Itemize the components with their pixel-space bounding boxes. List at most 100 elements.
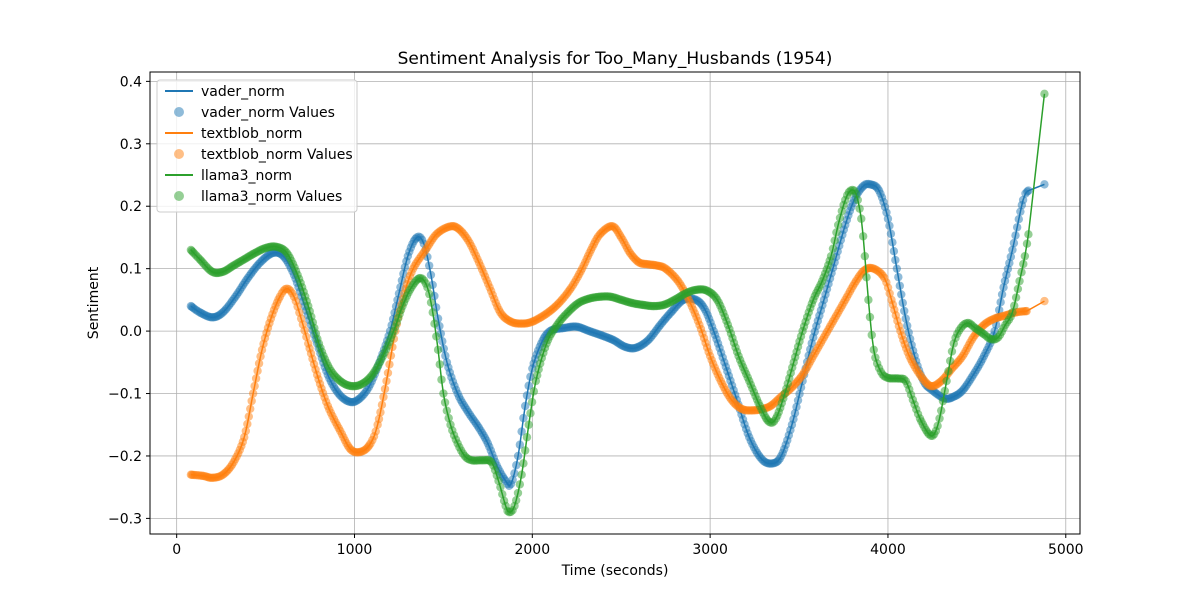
vader_norm-value-point [1009,238,1019,248]
textblob_norm-value-point [253,366,262,376]
llama3_norm-value-point [853,195,862,205]
y-axis-label: Sentiment [86,266,102,339]
legend-entry-label: vader_norm Values [201,105,335,121]
vader_norm-value-point [399,269,408,278]
textblob_norm-value-point [380,384,390,394]
llama3_norm-value-point [423,283,432,292]
textblob_norm-value-point [254,359,264,368]
vader_norm-value-point [426,270,436,280]
vader_norm-value-point [513,451,523,461]
vader_norm-value-point [897,290,906,299]
textblob_norm-value-point [885,289,894,298]
vader_norm-value-point [894,272,903,282]
y-tick-label: −0.1 [108,387,142,403]
vader_norm-value-point [792,402,801,412]
llama3_norm-value-point [432,332,441,341]
vader_norm-value-point [517,427,526,436]
x-tick-label: 1000 [337,542,373,558]
vader_norm-value-point [886,229,896,238]
vader_norm-value-point [522,391,532,400]
textblob_norm-value-point [251,374,261,383]
llama3_norm-value-point [945,356,955,366]
legend-entry-label: textblob_norm [201,126,302,142]
x-tick-label: 0 [172,542,181,558]
llama3_norm-value-point [1008,308,1017,317]
llama3_norm-value-point [524,420,533,429]
textblob_norm-value-point [386,351,396,360]
textblob_norm-value-point [246,404,255,413]
vader_norm-value-point [1018,195,1028,205]
llama3_norm-value-point [860,251,870,261]
vader_norm-value-point [519,413,528,423]
llama3_norm-value-point [869,345,878,355]
vader_norm-value-point [883,214,893,223]
llama3_norm-value-point [857,214,866,223]
y-tick-label: −0.2 [108,449,142,465]
vader_norm-value-point [1016,207,1025,216]
vader_norm-value-point [1011,231,1020,240]
chart-title: Sentiment Analysis for Too_Many_Husbands… [398,49,833,69]
series-textblob_norm [186,221,1049,483]
x-tick-label: 4000 [870,542,906,558]
vader_norm-value-point [1005,258,1014,268]
vader_norm-value-point [1008,245,1017,255]
y-tick-label: 0.3 [120,137,142,153]
legend-box [156,79,358,213]
vader_norm-value-point [524,381,533,390]
llama3_norm-markers [186,89,1049,517]
llama3_norm-value-point [942,376,951,386]
y-tick-label: 0.2 [120,199,142,215]
llama3_norm-value-point [529,387,539,396]
llama3_norm-value-point [1024,230,1033,239]
textblob_norm-value-point [383,368,393,378]
llama3_norm-value-point [440,398,450,407]
llama3_norm-value-point [517,470,526,479]
llama3_norm-value-point [1013,284,1023,294]
vader_norm-value-point [790,408,800,418]
vader_norm-value-point [795,389,804,399]
llama3_norm-value-point [428,308,437,317]
textblob_norm-value-point [379,392,388,402]
textblob_norm-value-point [371,427,380,436]
llama3_norm-value-point [442,406,452,415]
llama3_norm-value-point [425,289,434,299]
vader_norm-value-point [898,298,907,308]
llama3_norm-value-point [828,244,838,253]
llama3_norm-value-point [858,232,868,241]
llama3_norm-value-point [439,389,448,398]
llama3_norm-value-point [936,406,946,415]
textblob_norm-value-point [374,414,384,424]
textblob_norm-value-point [244,412,253,421]
vader_norm-value-point [888,238,897,247]
vader_norm-value-point [900,306,909,316]
vader_norm-value-point [996,297,1005,307]
llama3_norm-value-point [864,295,873,305]
vader_norm-value-point [515,440,525,449]
llama3_norm-value-point [526,409,535,418]
llama3_norm-value-point [940,386,950,396]
vader_norm-value-point [424,261,434,270]
plot-frame [149,71,1081,535]
llama3_norm-value-point [935,414,944,423]
llama3_norm-value-point [519,459,528,468]
llama3_norm-value-point [938,396,948,406]
vader_norm-value-point [1014,215,1023,224]
llama3_norm-value-point [947,347,957,356]
vader_norm-value-point [438,337,447,346]
llama3_norm-value-point [833,220,843,230]
vader_norm-value-point [892,264,902,273]
textblob_norm-value-point [1022,306,1031,316]
legend: vader_norm vader_norm Values textblob_norm… [156,79,358,213]
llama3_norm-value-point [944,366,953,376]
series-llama3_norm [186,89,1049,517]
textblob_norm-value-point [243,419,252,429]
textblob_norm-value-point [1040,296,1049,306]
llama3_norm-value-point [830,236,839,245]
textblob_norm-markers [186,221,1049,483]
llama3_norm-value-point [1011,293,1021,302]
llama3_norm-value-point [933,421,942,431]
vader_norm-value-point [1012,223,1022,232]
textblob_norm-value-point [241,426,251,436]
series-layer [186,89,1049,517]
